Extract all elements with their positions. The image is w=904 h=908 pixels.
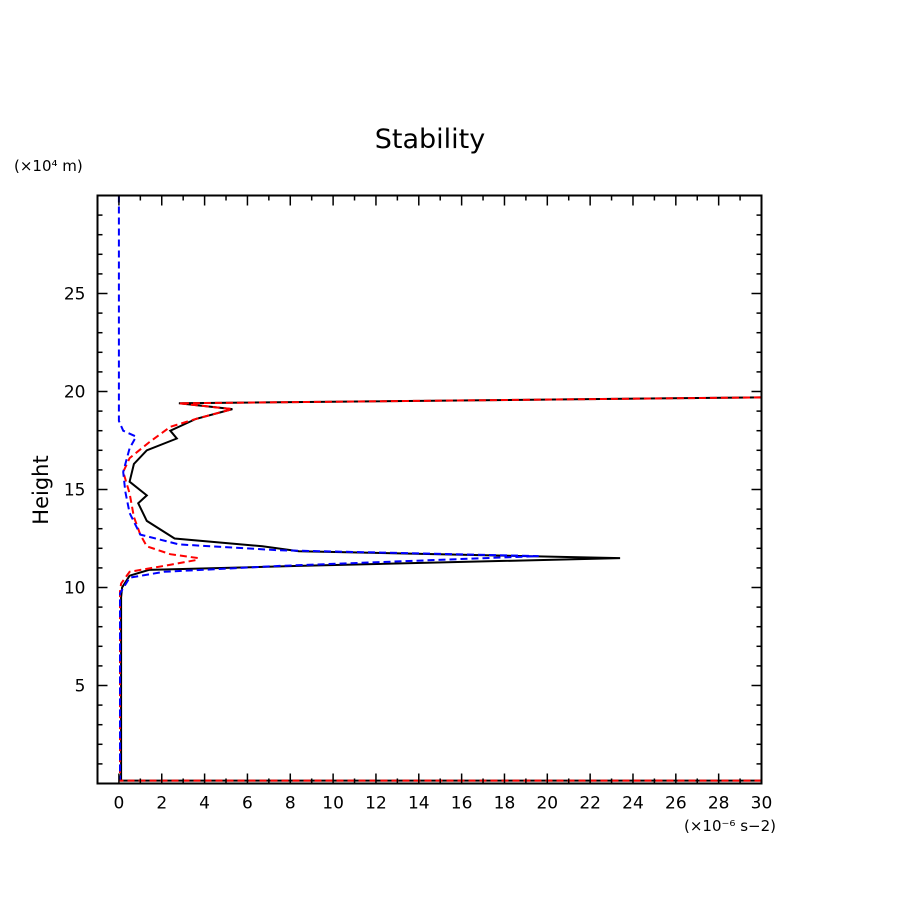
x-tick-label: 12 [365, 794, 387, 814]
x-tick-label: 26 [665, 794, 687, 814]
chart-title: Stability [375, 124, 486, 155]
plot-frame [96, 194, 763, 785]
x-tick-label: 8 [285, 794, 296, 814]
x-tick-label: 30 [751, 794, 773, 814]
x-tick-label: 24 [622, 794, 644, 814]
x-tick-label: 2 [156, 794, 167, 814]
series-line-red-dashed [119, 396, 762, 782]
series-line-black-solid [120, 396, 762, 782]
x-tick-label: 16 [451, 794, 473, 814]
x-tick-label: 20 [536, 794, 558, 814]
x-units-label: (×10⁻⁶ s−2) [684, 817, 776, 835]
y-tick-label: 5 [75, 677, 86, 697]
y-tick-label: 25 [64, 285, 86, 305]
x-tick-label: 0 [114, 794, 125, 814]
y-axis-label: Height [29, 455, 53, 524]
x-tick-label: 4 [199, 794, 210, 814]
series-layer [117, 195, 762, 782]
series-line-blue-dashed [117, 195, 539, 780]
x-tick-label: 10 [322, 794, 344, 814]
y-tick-label: 15 [64, 481, 86, 501]
y-units-label: (×10⁴ m) [14, 157, 83, 175]
x-tick-label: 14 [408, 794, 430, 814]
y-tick-label: 10 [64, 579, 86, 599]
x-tick-label: 6 [242, 794, 253, 814]
y-tick-label: 20 [64, 383, 86, 403]
x-tick-label: 18 [494, 794, 516, 814]
x-tick-label: 28 [708, 794, 730, 814]
x-tick-label: 22 [579, 794, 601, 814]
